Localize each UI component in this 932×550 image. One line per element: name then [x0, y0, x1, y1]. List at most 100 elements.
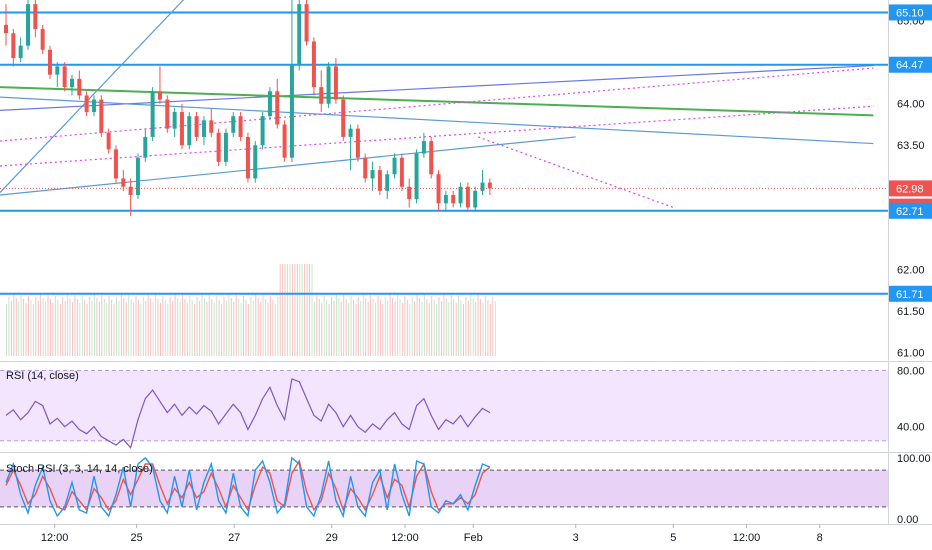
stoch-tick-label: 100.00 — [897, 453, 931, 465]
volume-bar — [279, 264, 281, 356]
volume-bar — [458, 296, 460, 356]
volume-bar — [453, 299, 455, 356]
candle-body — [341, 99, 346, 137]
volume-bar — [23, 299, 25, 356]
candle-body — [113, 149, 118, 179]
volume-bar — [155, 295, 157, 356]
volume-bar — [345, 299, 347, 356]
volume-bar — [304, 264, 306, 356]
volume-bar — [106, 303, 108, 356]
volume-bar — [15, 298, 17, 356]
volume-bar — [426, 299, 428, 356]
candle-body — [209, 120, 214, 133]
time-tick-label: 25 — [130, 532, 142, 544]
volume-bar — [260, 302, 262, 356]
volume-bar — [120, 294, 122, 356]
volume-bar — [223, 297, 225, 356]
volume-bar — [103, 299, 105, 356]
volume-bar — [348, 303, 350, 356]
volume-bar — [91, 301, 93, 356]
volume-bar — [255, 294, 257, 356]
volume-bar — [20, 295, 22, 356]
volume-bar — [438, 297, 440, 356]
volume-bar — [145, 301, 147, 356]
volume-bar — [206, 302, 208, 356]
volume-bar — [116, 297, 117, 356]
price-tick-label: 61.00 — [897, 348, 925, 360]
candle-body — [407, 186, 412, 200]
volume-bar — [316, 295, 318, 356]
candle-body — [201, 120, 206, 137]
volume-bar — [306, 264, 308, 356]
volume-bar — [323, 296, 325, 356]
volume-bar — [69, 298, 71, 356]
horizontal-lines[interactable] — [0, 11, 888, 295]
volume-bar — [167, 304, 169, 356]
candle-body — [392, 157, 397, 175]
volume-bar — [265, 299, 266, 356]
volume-bar — [465, 297, 467, 356]
volume-bar — [228, 294, 230, 356]
volume-bar — [135, 296, 137, 356]
volume-bar — [177, 298, 179, 356]
candle-body — [326, 66, 331, 104]
rsi-line — [5, 378, 491, 450]
volume-bar — [362, 294, 364, 356]
candle-body — [421, 141, 426, 154]
volume-bar — [328, 304, 330, 356]
volume-bar — [340, 302, 342, 356]
volume-bar — [230, 298, 232, 356]
volume-bar — [384, 297, 386, 356]
volume-bar — [142, 297, 144, 356]
volume-bar — [401, 303, 403, 356]
volume-bar — [257, 298, 259, 356]
price-panel[interactable] — [0, 0, 888, 356]
candle-body — [157, 91, 162, 100]
candle-body — [77, 78, 82, 96]
volume-bar — [289, 264, 291, 356]
candle-body — [282, 124, 287, 158]
volume-bar — [35, 297, 37, 356]
volume-bar — [274, 304, 276, 356]
volume-bar — [291, 264, 293, 356]
rsi-axis[interactable]: 80.00 40.00 — [897, 365, 925, 433]
candle-body — [260, 116, 265, 146]
volume-bar — [162, 296, 164, 356]
volume-bar — [81, 296, 83, 356]
price-label-box — [889, 56, 932, 73]
volume-bar — [74, 295, 76, 356]
volume-bar — [472, 298, 474, 356]
candle-body — [11, 33, 16, 59]
candle-body — [377, 170, 382, 191]
candle-body — [399, 157, 404, 187]
volume-bar — [184, 299, 186, 356]
candle-body — [91, 99, 96, 113]
price-label-box — [889, 202, 932, 219]
price-tick-label: 64.00 — [897, 99, 925, 111]
candle-body — [179, 112, 184, 146]
volume-bar — [247, 304, 249, 356]
time-tick-label: 12:00 — [41, 532, 69, 544]
volume-bar — [150, 298, 152, 356]
time-axis[interactable]: 12:00 25 27 29 12:00 Feb 3 5 12:00 8 — [41, 524, 823, 544]
volume-bar — [392, 298, 394, 356]
candle-body — [172, 112, 177, 129]
rsi-tick-label: 80.00 — [897, 365, 925, 377]
stoch-axis[interactable]: 100.00 0.00 — [897, 453, 931, 526]
candle-body — [106, 132, 111, 150]
volume-bar — [221, 304, 223, 356]
volume-bar — [240, 303, 242, 356]
rsi-panel[interactable]: RSI (14, close) — [0, 369, 888, 450]
time-tick-label: 3 — [573, 532, 579, 544]
candle-body — [458, 186, 463, 204]
volume-bar — [431, 296, 433, 356]
volume-bar — [111, 300, 113, 356]
stoch-panel[interactable]: Stoch RSI (3, 3, 14, 14, close) — [0, 456, 888, 519]
volume-bar — [357, 297, 359, 356]
volume-bar — [64, 301, 66, 356]
volume-bar — [191, 300, 193, 356]
volume-bar — [360, 301, 362, 356]
volume-bar — [277, 297, 279, 356]
volume-bar — [470, 294, 472, 356]
